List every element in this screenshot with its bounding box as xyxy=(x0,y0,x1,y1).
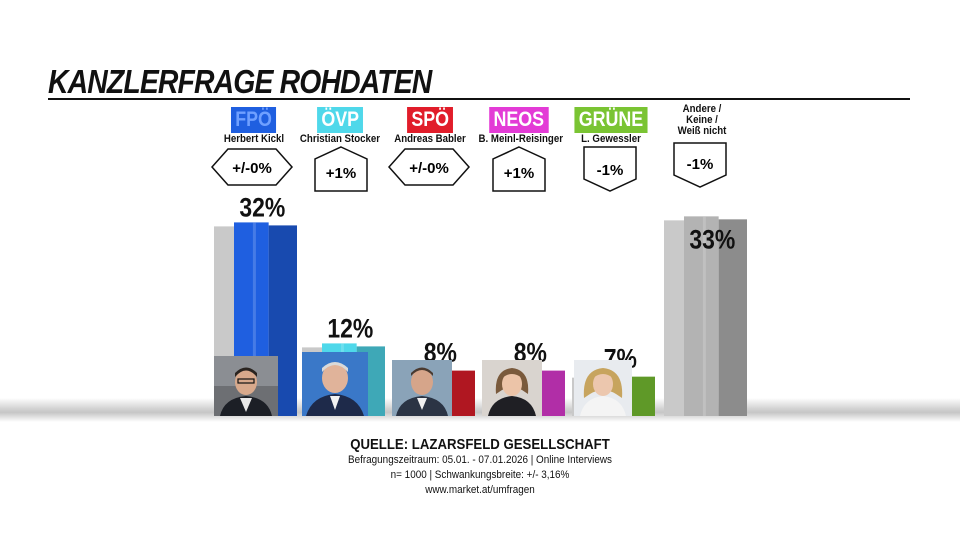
change-badge-fpo: +/-0% xyxy=(210,148,294,186)
change-badge-others: -1% xyxy=(673,142,727,188)
portrait-christian-stocker xyxy=(302,352,368,416)
portrait-leonore-gewessler xyxy=(574,360,632,416)
bar-highlight-fpo xyxy=(252,222,256,416)
others-label-line-1: Andere / xyxy=(682,103,722,115)
change-badge-spo: +/-0% xyxy=(387,148,471,186)
portrait-andreas-babler xyxy=(392,360,452,416)
party-label-spo: SPÖ xyxy=(406,107,454,133)
chart-title: KANZLERFRAGE ROHDATEN xyxy=(48,63,432,100)
header-spo: SPÖ Andreas Babler xyxy=(384,107,476,145)
source-url: www.market.at/umfragen xyxy=(425,484,535,496)
change-badge-ovp: +1% xyxy=(314,146,368,192)
title-rule xyxy=(48,98,910,100)
header-neos: NEOS B. Meinl-Reisinger xyxy=(473,107,565,145)
value-label-ovp: 12% xyxy=(327,314,373,344)
floor-shadow xyxy=(0,398,960,422)
portrait-beate-meinl-reisinger xyxy=(482,360,542,416)
change-badge-grune: -1% xyxy=(583,146,637,192)
bar-front-others xyxy=(684,216,719,416)
leader-name-neos: B. Meinl-Reisinger xyxy=(478,133,563,145)
source-period: Befragungszeitraum: 05.01. - 07.01.2026 … xyxy=(348,454,612,466)
bar-side-others xyxy=(718,219,747,416)
change-value-others: -1% xyxy=(687,156,714,173)
party-label-neos: NEOS xyxy=(489,107,549,133)
party-label-grune: GRÜNE xyxy=(574,107,648,133)
leader-name-ovp: Christian Stocker xyxy=(299,133,381,145)
header-others: Andere / Keine / Weiß nicht xyxy=(662,104,743,137)
header-fpo: FPÖ Herbert Kickl xyxy=(208,107,300,145)
party-label-fpo: FPÖ xyxy=(231,107,277,133)
portrait-herbert-kickl xyxy=(214,356,278,416)
header-grune: GRÜNE L. Gewessler xyxy=(565,107,657,145)
others-label-line-2: Keine / xyxy=(686,114,718,126)
change-value-spo: +/-0% xyxy=(409,160,449,177)
change-value-neos: +1% xyxy=(504,165,534,182)
change-value-fpo: +/-0% xyxy=(232,160,272,177)
header-ovp: ÖVP Christian Stocker xyxy=(294,107,386,145)
source-title: QUELLE: LAZARSFELD GESELLSCHAFT xyxy=(350,436,610,453)
bar-others xyxy=(664,216,747,416)
change-badge-neos: +1% xyxy=(492,146,546,192)
source-block: QUELLE: LAZARSFELD GESELLSCHAFT Befragun… xyxy=(280,436,680,498)
leader-name-spo: Andreas Babler xyxy=(394,133,466,145)
change-value-grune: -1% xyxy=(597,162,624,179)
leader-name-grune: L. Gewessler xyxy=(581,133,641,145)
value-label-fpo: 32% xyxy=(239,193,285,223)
others-label-line-3: Weiß nicht xyxy=(677,125,727,137)
value-label-others: 33% xyxy=(689,225,735,255)
bar-highlight-others xyxy=(702,216,706,416)
party-label-ovp: ÖVP xyxy=(316,107,364,133)
leader-name-fpo: Herbert Kickl xyxy=(223,133,285,145)
source-sample: n= 1000 | Schwankungsbreite: +/- 3,16% xyxy=(390,469,570,481)
change-value-ovp: +1% xyxy=(326,165,356,182)
